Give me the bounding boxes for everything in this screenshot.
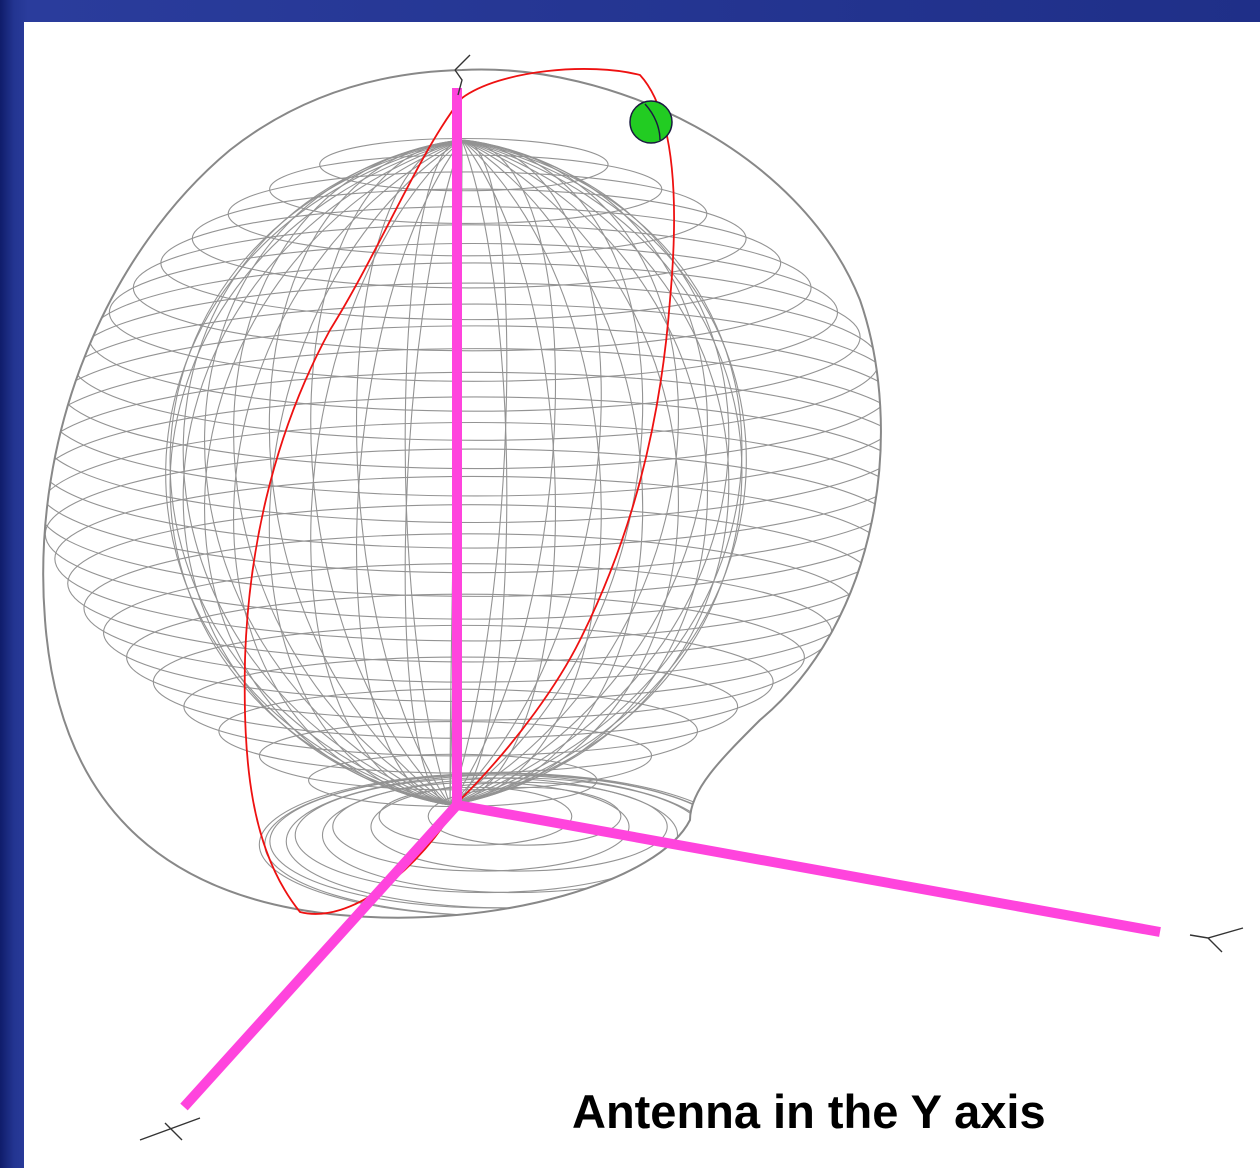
mesh-ring xyxy=(332,781,630,872)
mesh-ring xyxy=(43,371,881,549)
mesh-meridian xyxy=(449,139,644,806)
mesh-meridian xyxy=(310,139,463,806)
mesh-meridian xyxy=(355,139,463,806)
mesh-meridian xyxy=(182,139,463,806)
x-axis-end-glyph xyxy=(139,1117,201,1141)
mesh-meridian xyxy=(449,139,747,806)
mesh-meridian xyxy=(449,139,679,806)
mesh-ring xyxy=(44,448,881,620)
mesh-meridian xyxy=(449,139,508,806)
mesh-meridian xyxy=(204,139,463,806)
mesh-meridian xyxy=(449,139,557,806)
mesh-ring xyxy=(43,421,881,597)
mesh-meridian xyxy=(449,139,730,806)
x-axis-diagonal xyxy=(180,801,461,1111)
mesh-meridian xyxy=(268,139,463,806)
mesh-meridian xyxy=(449,139,602,806)
mesh-meridian xyxy=(268,139,463,806)
mesh-meridian xyxy=(449,139,602,806)
y-axis-end-glyph xyxy=(454,54,471,96)
mesh-meridian xyxy=(449,139,708,806)
mesh-meridian xyxy=(182,139,463,806)
mesh-meridian xyxy=(449,139,679,806)
mesh-ring xyxy=(43,396,881,574)
z-axis-end-glyph xyxy=(1189,927,1244,953)
mesh-ring xyxy=(54,475,881,642)
mesh-lines xyxy=(43,137,881,917)
main-beam-marker xyxy=(629,100,673,144)
mesh-meridian xyxy=(165,139,463,806)
mesh-ring xyxy=(378,786,573,846)
mesh-meridian xyxy=(449,139,508,806)
mesh-meridian xyxy=(169,139,463,806)
mesh-meridian xyxy=(233,139,463,806)
lobe-mesh xyxy=(42,68,882,919)
mesh-meridian xyxy=(404,139,463,806)
mesh-meridian xyxy=(449,139,743,806)
mesh-ring xyxy=(370,781,668,872)
mesh-meridian xyxy=(449,139,557,806)
slide-caption: Antenna in the Y axis xyxy=(572,1085,1046,1138)
mesh-meridian xyxy=(449,139,730,806)
mesh-meridian xyxy=(404,139,463,806)
mesh-ring xyxy=(427,786,622,846)
mesh-meridian xyxy=(310,139,463,806)
mesh-ring xyxy=(43,348,881,524)
mesh-ring xyxy=(126,593,805,721)
axes xyxy=(180,88,1161,1111)
mesh-ring xyxy=(319,137,609,192)
mesh-meridian xyxy=(355,139,463,806)
mesh-ring xyxy=(152,624,774,739)
z-axis-right xyxy=(456,800,1161,937)
mesh-meridian xyxy=(449,139,644,806)
